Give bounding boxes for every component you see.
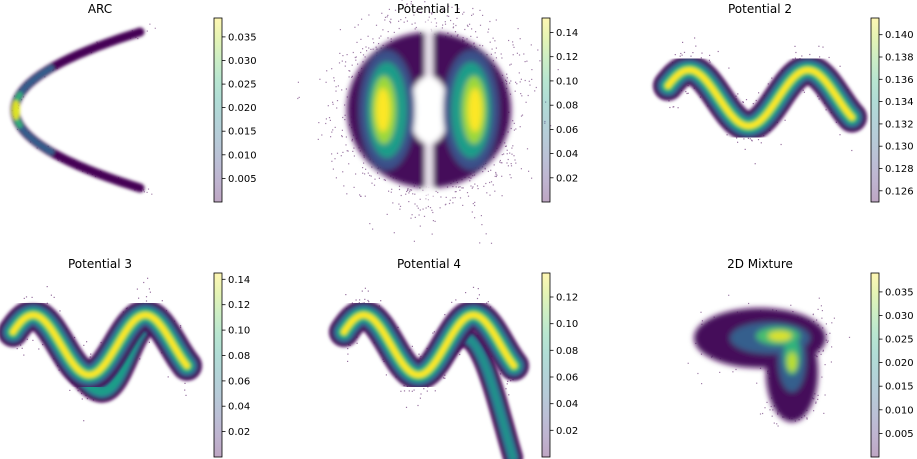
colorbar-tick-label: 0.02 bbox=[556, 426, 578, 437]
colorbar-tick-label: 0.025 bbox=[885, 335, 914, 346]
colorbar-tick-label: 0.010 bbox=[885, 405, 914, 416]
colorbar bbox=[213, 17, 223, 203]
colorbar-tick-label: 0.005 bbox=[885, 429, 914, 440]
colorbar-tick-label: 0.04 bbox=[556, 399, 578, 410]
potential2-main-band bbox=[653, 55, 867, 141]
colorbar-tick-label: 0.10 bbox=[556, 319, 578, 330]
colorbar-tick-label: 0.14 bbox=[556, 28, 578, 39]
mixture-density bbox=[694, 308, 826, 422]
colorbar-tick-label: 0.126 bbox=[885, 186, 914, 197]
colorbar-tick-label: 0.04 bbox=[228, 402, 250, 413]
panel-title: Potential 3 bbox=[68, 257, 132, 271]
colorbar-tick-label: 0.12 bbox=[556, 293, 578, 304]
colorbar-tick-label: 0.035 bbox=[228, 32, 257, 43]
colorbar-tick-label: 0.030 bbox=[228, 56, 257, 67]
colorbar bbox=[541, 272, 551, 458]
potential3-main-band bbox=[0, 300, 202, 390]
colorbar-tick-label: 0.015 bbox=[228, 127, 257, 138]
panel-title: 2D Mixture bbox=[727, 257, 793, 271]
colorbar-tick-label: 0.005 bbox=[228, 174, 257, 185]
colorbar-tick-label: 0.130 bbox=[885, 142, 914, 153]
panel-2: Potential 1 0.02 0.04 0.06 0.08 0.10 0.12 0.14 bbox=[297, 0, 578, 244]
colorbar-tick-label: 0.010 bbox=[228, 150, 257, 161]
colorbar-tick-label: 0.035 bbox=[885, 287, 914, 298]
colorbar-tick-label: 0.10 bbox=[556, 76, 578, 87]
colorbar-tick-label: 0.132 bbox=[885, 119, 914, 130]
potential1-density bbox=[347, 20, 511, 200]
colorbar-tick-label: 0.030 bbox=[885, 311, 914, 322]
panel-3: Potential 2 0.126 0.128 0.130 0.132 0.134 0.13… bbox=[653, 2, 914, 203]
colorbar-tick-label: 0.140 bbox=[885, 30, 914, 41]
colorbar-tick-label: 0.136 bbox=[885, 75, 914, 86]
colorbar-tick-label: 0.10 bbox=[228, 326, 250, 337]
colorbar bbox=[213, 272, 223, 458]
colorbar-tick-label: 0.08 bbox=[228, 351, 250, 362]
colorbar-tick-label: 0.14 bbox=[228, 275, 250, 286]
colorbar-tick-label: 0.08 bbox=[556, 346, 578, 357]
panel-title: Potential 4 bbox=[397, 257, 461, 271]
panel-title: Potential 1 bbox=[397, 2, 461, 16]
colorbar-tick-label: 0.06 bbox=[228, 376, 250, 387]
panel-5: Potential 4 0.02 0.04 0.06 0.08 0.10 0.12 bbox=[329, 257, 578, 459]
colorbar-tick-label: 0.020 bbox=[228, 103, 257, 114]
colorbar-tick-label: 0.020 bbox=[885, 358, 914, 369]
colorbar-tick-label: 0.12 bbox=[228, 300, 250, 311]
colorbar-tick-label: 0.12 bbox=[556, 52, 578, 63]
colorbar-tick-label: 0.02 bbox=[556, 173, 578, 184]
colorbar-tick-label: 0.02 bbox=[228, 427, 250, 438]
panel-6: 2D Mixture 0.005 0.010 0.015 0.020 0.025 0.030… bbox=[687, 257, 914, 458]
colorbar bbox=[870, 272, 880, 458]
colorbar bbox=[870, 17, 880, 203]
panel-1: ARC 0.005 0.010 0.015 0.020 0.025 0.030 0.035 bbox=[10, 2, 257, 203]
colorbar bbox=[541, 17, 551, 203]
potential4-main-band bbox=[329, 300, 529, 390]
colorbar-tick-label: 0.08 bbox=[556, 101, 578, 112]
colorbar-tick-label: 0.06 bbox=[556, 373, 578, 384]
panel-4: Potential 3 0.02 0.04 0.06 0.08 0.10 0.12 0.14 bbox=[0, 257, 250, 458]
colorbar-tick-label: 0.06 bbox=[556, 125, 578, 136]
colorbar-tick-label: 0.015 bbox=[885, 382, 914, 393]
colorbar-tick-label: 0.04 bbox=[556, 149, 578, 160]
panel-title: Potential 2 bbox=[728, 2, 792, 16]
colorbar-tick-label: 0.134 bbox=[885, 97, 914, 108]
arc-density bbox=[10, 27, 145, 193]
panel-title: ARC bbox=[88, 2, 112, 16]
colorbar-tick-label: 0.025 bbox=[228, 80, 257, 91]
colorbar-tick-label: 0.128 bbox=[885, 164, 914, 175]
colorbar-tick-label: 0.138 bbox=[885, 53, 914, 64]
